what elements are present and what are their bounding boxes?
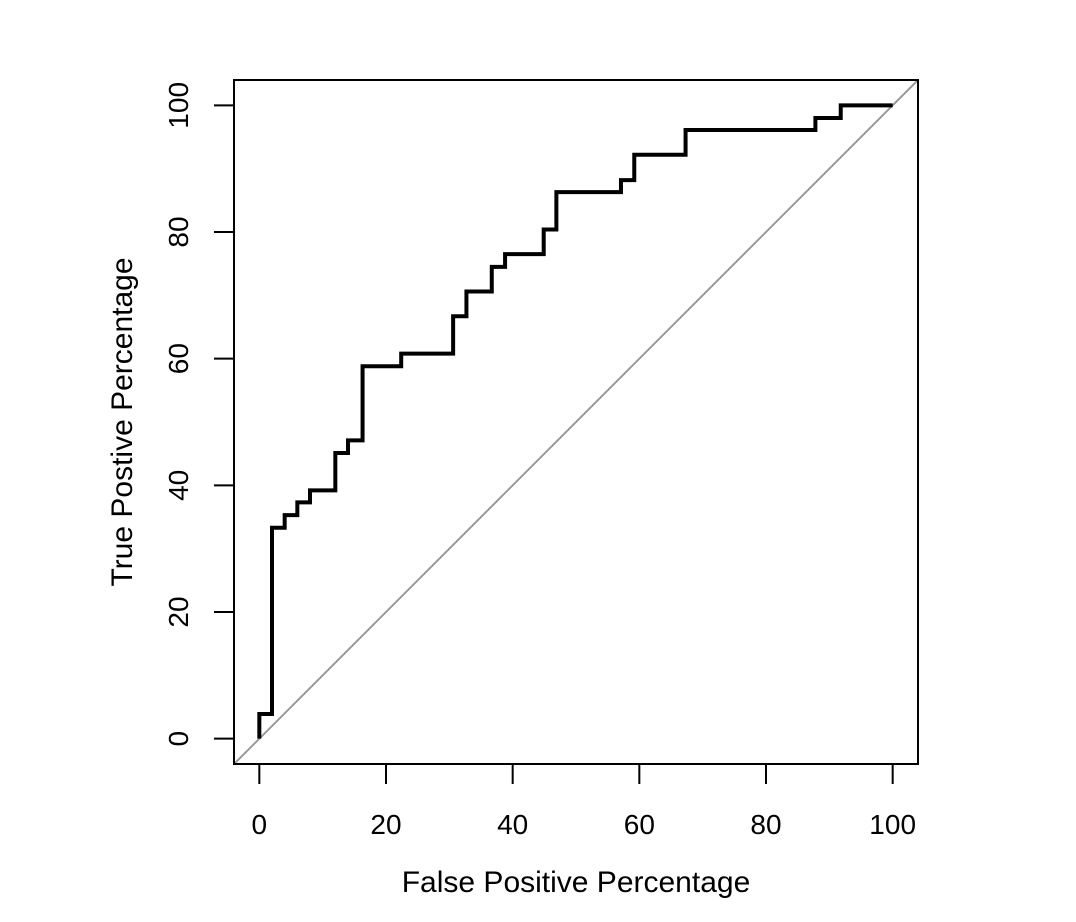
reference-diagonal-line: [233, 79, 919, 765]
x-tick-label: 60: [624, 809, 655, 840]
x-tick-label: 100: [869, 809, 916, 840]
x-tick-label: 0: [252, 809, 268, 840]
axes: 0 20 40 60 80 100 0 20 40 60 80 100: [163, 79, 919, 840]
x-tick-label: 40: [497, 809, 528, 840]
plot-area: [233, 79, 919, 765]
roc-curve-line-1: [257, 103, 893, 739]
y-tick-label: 20: [163, 596, 194, 627]
y-axis-title: True Postive Percentage: [106, 257, 139, 586]
y-tick-label: 60: [163, 343, 194, 374]
x-axis-title: False Positive Percentage: [402, 866, 751, 899]
y-tick-label: 40: [163, 470, 194, 501]
x-tick-label: 80: [750, 809, 781, 840]
y-tick-label: 0: [163, 731, 194, 747]
y-tick-label: 80: [163, 216, 194, 247]
x-tick-label: 20: [370, 809, 401, 840]
y-tick-label: 100: [163, 82, 194, 129]
